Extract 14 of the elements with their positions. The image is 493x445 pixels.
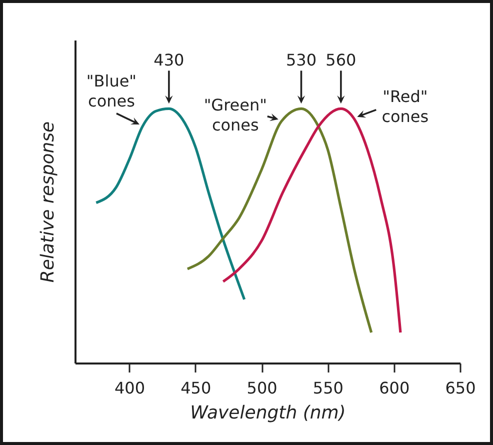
x-tick-label: 500: [246, 378, 278, 398]
y-axis-title: Relative response: [38, 121, 58, 283]
x-tick-label: 450: [180, 378, 212, 398]
series-label: "Blue" cones: [86, 71, 137, 110]
annotation: 430: [154, 50, 184, 70]
x-tick-label: 550: [312, 378, 344, 398]
x-axis-title: Wavelength (nm): [190, 402, 346, 424]
annotation: 560: [326, 50, 356, 70]
series-label: "Red" cones: [382, 86, 429, 126]
x-tick-label: 650: [445, 378, 476, 398]
series-label: "Green" cones: [204, 95, 267, 134]
annotation: 530: [286, 50, 317, 70]
x-tick-label: 600: [379, 378, 410, 398]
x-tick-label: 400: [114, 378, 146, 398]
